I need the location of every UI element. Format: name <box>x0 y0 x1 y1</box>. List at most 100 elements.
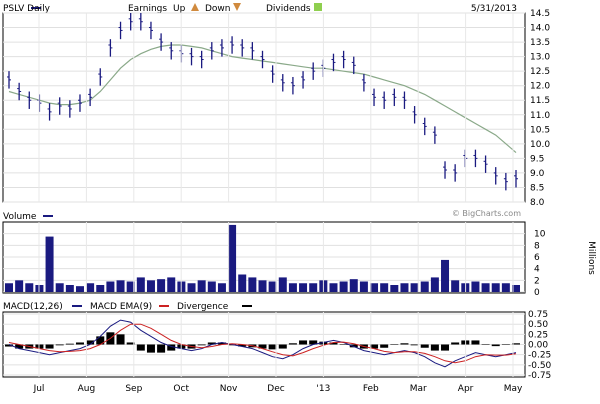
price-bar <box>453 164 458 182</box>
volume-bar <box>15 280 24 292</box>
price-bar <box>311 62 316 80</box>
divergence-bar <box>55 344 64 346</box>
volume-bar <box>441 259 450 292</box>
divergence-bar <box>217 342 226 345</box>
volume-bar <box>512 285 520 292</box>
macd-legend-swatch <box>72 305 82 307</box>
divergence-legend-label: Divergence <box>177 302 229 312</box>
price-bar <box>341 50 346 69</box>
divergence-bar <box>420 344 429 348</box>
price-bar <box>17 82 22 101</box>
divergence-bar <box>339 344 348 345</box>
volume-bar <box>370 283 379 292</box>
price-bar <box>199 50 204 69</box>
divergence-bar <box>65 343 74 345</box>
dividends-legend-label: Dividends <box>266 4 311 14</box>
price-bar <box>67 100 72 118</box>
chart-date: 5/31/2013 <box>471 4 517 14</box>
volume-bar <box>471 281 480 292</box>
volume-bar <box>329 283 338 292</box>
volume-bar <box>288 283 297 292</box>
price-bar <box>47 103 52 121</box>
x-tick-label: Aug <box>78 384 96 394</box>
divergence-bar <box>370 344 379 349</box>
volume-bar <box>157 279 166 292</box>
x-tick-label: May <box>504 384 523 394</box>
volume-bar <box>420 281 429 292</box>
volume-bar <box>136 277 145 292</box>
volume-bar <box>339 281 348 292</box>
volume-bar <box>217 283 226 292</box>
volume-bar <box>299 283 308 292</box>
divergence-bar <box>400 343 409 345</box>
macd-ema-legend-label: MACD EMA(9) <box>90 302 152 312</box>
volume-bar <box>65 285 74 292</box>
volume-tick-label: 10 <box>534 230 546 240</box>
divergence-bar <box>349 344 358 348</box>
macd-tick-label: 0.25 <box>528 330 548 340</box>
macd-ema-line <box>8 323 517 364</box>
volume-legend-label: Volume <box>3 212 37 222</box>
x-tick-label: '13 <box>316 384 330 394</box>
x-tick-label: Nov <box>220 384 238 394</box>
price-legend-label: PSLV Daily <box>3 4 51 14</box>
volume-legend-swatch <box>43 215 53 217</box>
price-bar <box>422 117 427 136</box>
x-tick-label: Oct <box>173 384 189 394</box>
divergence-bar <box>207 342 216 345</box>
price-bar <box>361 74 366 92</box>
volume-bar <box>491 283 500 292</box>
divergence-bar <box>15 344 24 349</box>
macd-y-axis: 0.750.500.250.00-0.25-0.50-0.75 <box>528 310 552 381</box>
price-bar <box>57 97 62 115</box>
divergence-bar <box>146 344 155 353</box>
price-bar <box>331 53 336 72</box>
volume-tick-label: 0 <box>534 288 540 298</box>
divergence-bar <box>86 340 95 345</box>
price-bar <box>392 88 397 107</box>
up-legend-label: Up <box>173 4 186 14</box>
x-axis: Jul Aug Sep Oct Nov Dec '13 Feb Mar Apr May <box>33 13 523 394</box>
macd-tick-label: -0.75 <box>528 371 551 381</box>
price-bar <box>382 91 387 109</box>
volume-bar <box>96 285 105 292</box>
earnings-legend-label: Earnings <box>128 4 167 14</box>
price-bar <box>372 88 377 107</box>
price-tick-label: 9.5 <box>530 154 544 164</box>
divergence-bar <box>512 343 520 345</box>
divergence-bar <box>167 344 176 351</box>
volume-bar <box>86 283 95 292</box>
price-bar <box>290 76 295 95</box>
volume-bar <box>5 283 13 292</box>
volume-bar <box>248 277 257 292</box>
divergence-bar <box>157 344 166 353</box>
divergence-bar <box>258 344 267 349</box>
macd-tick-label: -0.25 <box>528 351 551 361</box>
volume-tick-label: 8 <box>534 241 540 251</box>
price-bars <box>7 13 518 191</box>
price-bar <box>301 71 306 89</box>
x-tick-label: Apr <box>458 384 474 394</box>
volume-bar <box>75 286 84 292</box>
volume-bar <box>167 277 176 292</box>
price-bar <box>412 106 417 124</box>
volume-bar <box>349 279 358 292</box>
macd-tick-label: 0.00 <box>528 341 548 351</box>
volume-bars <box>5 224 520 292</box>
price-bar <box>169 42 174 60</box>
price-bar <box>493 167 498 185</box>
volume-bar <box>238 274 247 292</box>
divergence-bar <box>501 344 510 345</box>
volume-bar <box>45 236 54 292</box>
divergence-bar <box>410 344 419 346</box>
units-label: Millions <box>586 241 596 275</box>
price-bar <box>108 39 113 57</box>
price-tick-label: 8.5 <box>530 183 544 193</box>
price-tick-label: 11.5 <box>530 96 550 106</box>
price-bar <box>260 50 265 69</box>
x-tick-label: Feb <box>363 384 379 394</box>
price-bar <box>503 172 508 191</box>
divergence-bar <box>197 344 206 346</box>
price-bar <box>98 68 103 86</box>
divergence-bar <box>451 342 460 345</box>
